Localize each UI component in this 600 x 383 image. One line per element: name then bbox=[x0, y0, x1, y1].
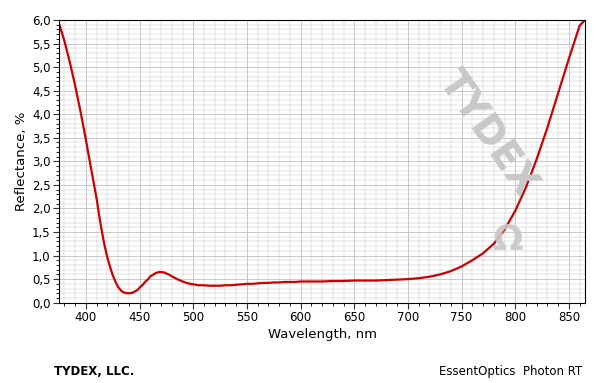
Text: EssentOptics  Photon RT: EssentOptics Photon RT bbox=[439, 365, 582, 378]
Y-axis label: Reflectance, %: Reflectance, % bbox=[15, 112, 28, 211]
Text: Ω: Ω bbox=[493, 224, 524, 257]
X-axis label: Wavelength, nm: Wavelength, nm bbox=[268, 328, 377, 341]
Text: TYDEX: TYDEX bbox=[431, 64, 544, 203]
Text: TYDEX, LLC.: TYDEX, LLC. bbox=[54, 365, 134, 378]
